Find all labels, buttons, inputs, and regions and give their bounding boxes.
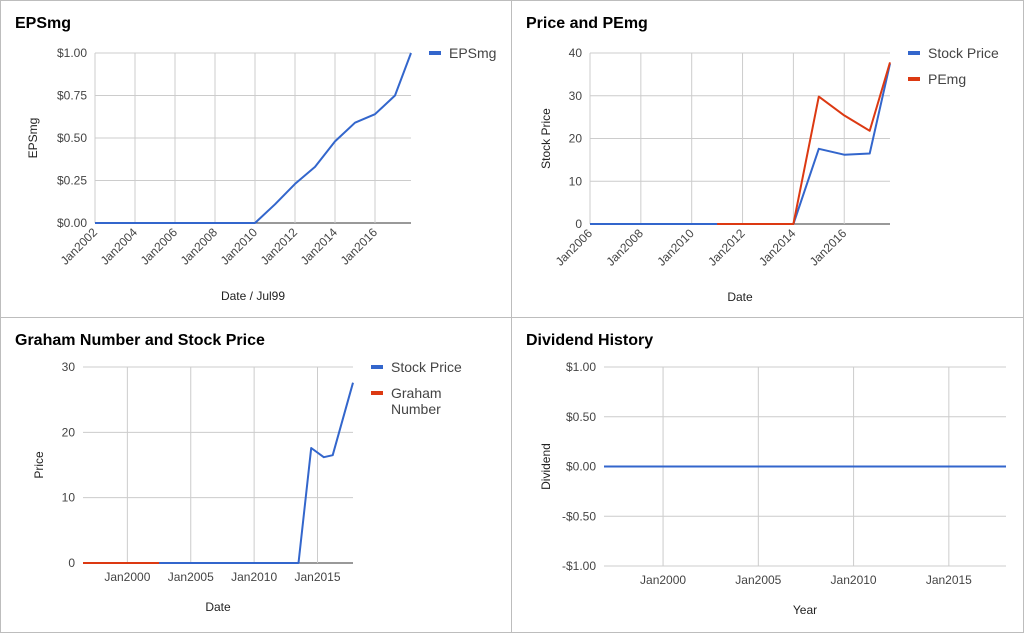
graham-series-line-stock-price (83, 382, 354, 564)
dividend-chart-panel: Dividend History -$1.00 -$0.50 $0.00 $0.50 $… (511, 317, 1024, 633)
eps-y-tick-label: $0.75 (57, 89, 87, 103)
graham-chart: 0 10 20 30 Jan2000 Jan2005 Jan2010 Jan2015 Date P… (32, 359, 462, 614)
eps-y-tick-label: $0.50 (57, 131, 87, 145)
eps-x-tick-label: Jan2004 (98, 225, 141, 268)
price-x-tick-label: Jan2012 (705, 226, 748, 269)
price-x-tick-label: Jan2010 (654, 226, 697, 269)
dividend-x-tick-label: Jan2015 (926, 573, 972, 587)
graham-legend-label: Number (391, 401, 441, 417)
dividend-chart-title: Dividend History (526, 332, 654, 349)
dividend-x-tick-label: Jan2010 (831, 573, 877, 587)
price-x-tick-label: Jan2006 (553, 226, 596, 269)
price-y-tick-label: 10 (569, 174, 583, 188)
dividend-y-axis-label: Dividend (539, 443, 553, 490)
price-x-tick-label: Jan2008 (604, 226, 647, 269)
graham-x-tick-label: Jan2000 (104, 570, 150, 584)
graham-x-tick-label: Jan2005 (168, 570, 214, 584)
eps-x-tick-label: Jan2002 (58, 225, 101, 268)
graham-y-tick-label: 30 (62, 360, 76, 374)
price-x-tick-label: Jan2016 (807, 226, 850, 269)
price-series-line-stock-price (590, 63, 891, 225)
eps-x-tick-label: Jan2016 (338, 225, 381, 268)
eps-y-tick-label: $0.00 (57, 216, 87, 230)
eps-chart-panel: EPSmg $0.00 $0.25 $0.50 $0.75 $1.00 Jan2002 Ja… (0, 0, 512, 318)
price-y-axis-label: Stock Price (539, 108, 553, 169)
dividend-y-tick-label: $0.50 (566, 410, 596, 424)
graham-y-tick-label: 10 (62, 491, 76, 505)
eps-chart: $0.00$0.25$0.50$0.75$1.00Jan2002Jan2004J… (26, 45, 496, 303)
price-chart-panel: Price and PEmg 0 10 20 30 40 Jan2006 Jan2008 Ja… (511, 0, 1024, 318)
eps-x-tick-label: Jan2014 (298, 225, 341, 268)
graham-y-axis-label: Price (32, 451, 46, 479)
graham-legend-label: Graham (391, 385, 442, 401)
eps-chart-title: EPSmg (15, 15, 72, 32)
graham-y-tick-label: 20 (62, 425, 76, 439)
price-y-tick-label: 20 (569, 132, 583, 146)
eps-x-tick-label: Jan2012 (258, 225, 301, 268)
eps-y-tick-label: $0.25 (57, 174, 87, 188)
graham-x-tick-label: Jan2010 (231, 570, 277, 584)
graham-x-tick-label: Jan2015 (294, 570, 340, 584)
dividend-x-tick-label: Jan2000 (640, 573, 686, 587)
eps-x-tick-label: Jan2006 (138, 225, 181, 268)
price-series-line-pemg (717, 62, 891, 225)
dividend-y-tick-label: $1.00 (566, 360, 596, 374)
price-y-tick-label: 0 (575, 217, 582, 231)
graham-chart-panel: Graham Number and Stock Price 0 10 20 30 Jan… (0, 317, 512, 633)
price-chart-title: Price and PEmg (526, 15, 648, 32)
graham-chart-title: Graham Number and Stock Price (15, 332, 265, 349)
graham-y-tick-label: 0 (68, 556, 75, 570)
eps-x-tick-label: Jan2010 (218, 225, 261, 268)
eps-x-tick-label: Jan2008 (178, 225, 221, 268)
dividend-y-tick-label: -$1.00 (562, 559, 596, 573)
eps-y-tick-label: $1.00 (57, 46, 87, 60)
dividend-x-axis-label: Year (793, 603, 817, 617)
eps-y-axis-label: EPSmg (26, 118, 40, 159)
price-x-tick-label: Jan2014 (756, 226, 799, 269)
dividend-x-tick-label: Jan2005 (735, 573, 781, 587)
dividend-chart: -$1.00 -$0.50 $0.00 $0.50 $1.00 Jan2000 Jan200… (539, 360, 1006, 617)
eps-legend-label: EPSmg (449, 45, 496, 61)
graham-legend-label: Stock Price (391, 359, 462, 375)
eps-series-line-epsmg (95, 52, 412, 224)
dividend-y-tick-label: -$0.50 (562, 509, 596, 523)
price-y-tick-label: 30 (569, 89, 583, 103)
dividend-y-tick-label: $0.00 (566, 460, 596, 474)
graham-x-axis-label: Date (205, 600, 231, 614)
price-legend-label: PEmg (928, 71, 966, 87)
price-x-axis-label: Date (727, 290, 753, 304)
price-legend-label: Stock Price (928, 45, 999, 61)
eps-x-axis-label: Date / Jul99 (221, 289, 285, 303)
price-y-tick-label: 40 (569, 46, 583, 60)
